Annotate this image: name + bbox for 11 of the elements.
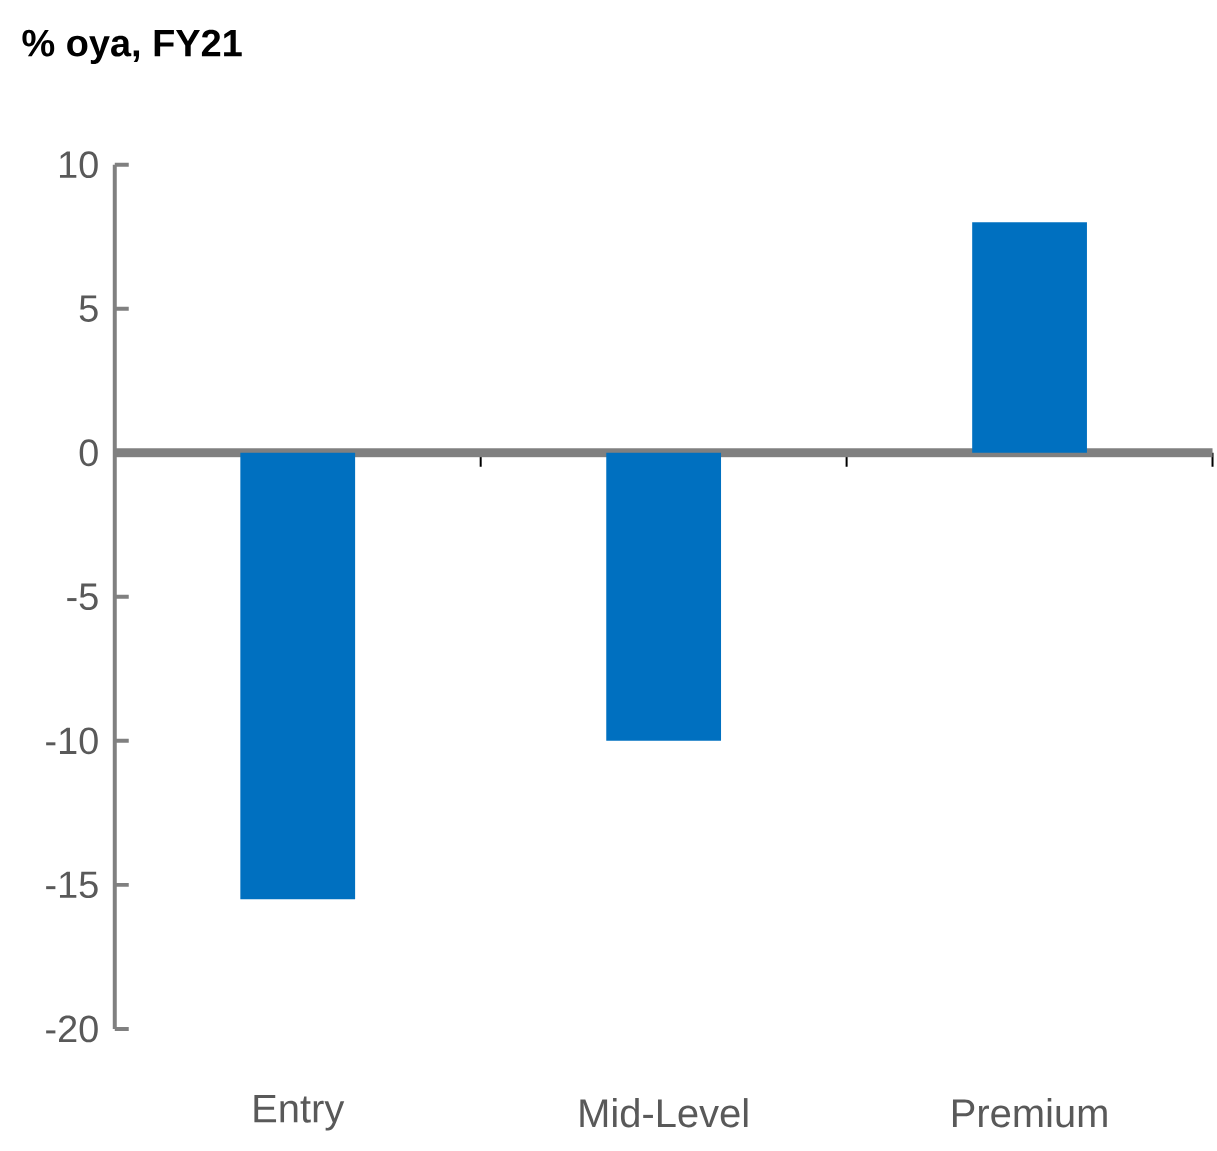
x-tick-label: Mid-Level xyxy=(580,1098,748,1128)
y-tick-label: -20 xyxy=(46,1015,98,1043)
y-tick-label: -5 xyxy=(67,583,98,611)
y-tick-label: -10 xyxy=(46,727,98,755)
y-tick-label: 0 xyxy=(79,439,98,467)
y-axis-title: % oya, FY21 xyxy=(22,29,242,65)
y-tick-label: 5 xyxy=(79,295,98,323)
x-tick-label: Premium xyxy=(952,1098,1107,1128)
y-tick-label: 10 xyxy=(59,151,98,179)
y-tick-label: -15 xyxy=(46,871,98,899)
x-tick-label: Entry xyxy=(254,1095,345,1131)
